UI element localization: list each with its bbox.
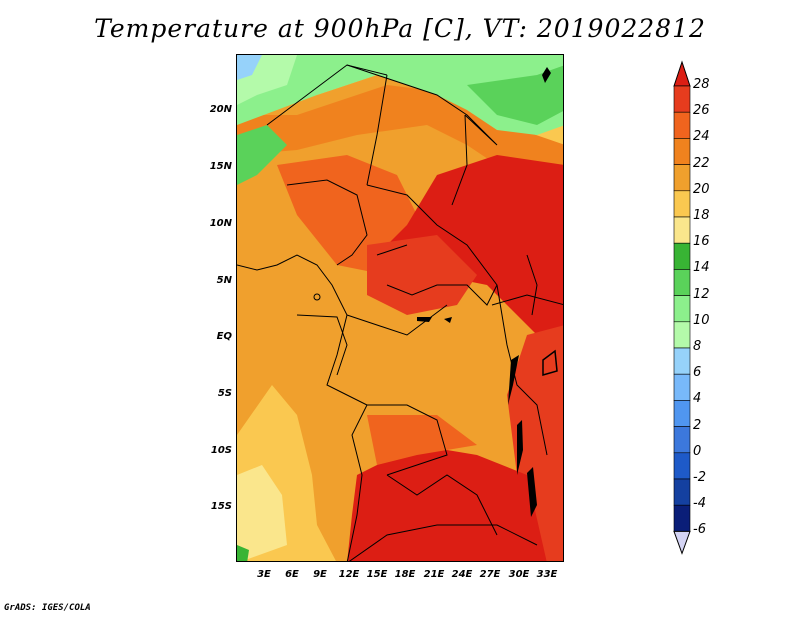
colorbar-level-label: 28 — [693, 77, 710, 92]
colorbar-level-label: 26 — [693, 103, 710, 119]
colorbar-segment — [673, 478, 691, 506]
lat-label: EQ — [216, 331, 232, 342]
colorbar-bottom-arrow — [673, 530, 691, 555]
colorbar-segment — [673, 373, 691, 401]
colorbar-level-label: 0 — [693, 443, 702, 459]
colorbar-segment — [673, 347, 691, 375]
lat-label: 10S — [210, 445, 232, 456]
colorbar-segment — [673, 190, 691, 218]
lon-label: 24E — [451, 569, 473, 580]
lon-label: 21E — [423, 569, 445, 580]
lat-label: 5N — [216, 275, 232, 286]
lon-label: 30E — [508, 569, 530, 580]
lakes — [313, 67, 558, 517]
map-canvas — [237, 55, 563, 561]
colorbar-segment — [673, 426, 691, 454]
colorbar-level-label: 16 — [693, 234, 710, 250]
colorbar-segment — [673, 164, 691, 192]
lon-label: 3E — [257, 569, 271, 580]
colorbar-segment — [673, 321, 691, 349]
colorbar-level-label: 18 — [693, 208, 710, 223]
colorbar-level-label: 14 — [693, 260, 710, 276]
colorbar-segment — [673, 85, 691, 113]
colorbar-level-label: 12 — [693, 286, 710, 302]
colorbar-top-arrow — [673, 60, 691, 87]
lon-label: 27E — [479, 569, 501, 580]
credit-label: GrADS: IGES/COLA — [4, 603, 91, 613]
colorbar-level-label: -2 — [693, 470, 706, 485]
lat-label: 15S — [210, 501, 232, 512]
colorbar-level-label: -4 — [693, 496, 706, 512]
lon-label: 9E — [313, 569, 327, 580]
lon-label: 15E — [366, 569, 388, 580]
colorbar-level-label: 6 — [693, 365, 702, 381]
colorbar-segment — [673, 400, 691, 427]
lat-label: 10N — [209, 218, 232, 229]
colorbar-level-label: -6 — [693, 522, 706, 538]
colorbar-segment — [673, 138, 691, 165]
colorbar — [673, 60, 691, 555]
lat-label: 5S — [217, 388, 232, 399]
colorbar-segment — [673, 269, 691, 296]
lon-label: 18E — [394, 569, 416, 580]
colorbar-segment — [673, 504, 691, 532]
colorbar-segment — [673, 242, 691, 270]
temperature-map — [236, 54, 564, 562]
colorbar-level-label: 10 — [693, 312, 710, 328]
colorbar-level-label: 2 — [693, 417, 702, 433]
colorbar-segment — [673, 452, 691, 480]
colorbar-level-label: 24 — [693, 129, 710, 145]
colorbar-segment — [673, 216, 691, 244]
lat-label: 15N — [209, 161, 232, 172]
lat-label: 20N — [209, 104, 232, 115]
colorbar-level-label: 20 — [693, 181, 710, 197]
lon-label: 33E — [536, 569, 558, 580]
colorbar-level-label: 4 — [693, 391, 702, 407]
plot-title: Temperature at 900hPa [C], VT: 201902281… — [94, 14, 706, 43]
lon-label: 12E — [338, 569, 360, 580]
colorbar-segment — [673, 111, 691, 139]
colorbar-level-label: 22 — [693, 155, 710, 171]
colorbar-segment — [673, 295, 691, 323]
colorbar-level-label: 8 — [693, 339, 702, 354]
lon-label: 6E — [285, 569, 299, 580]
